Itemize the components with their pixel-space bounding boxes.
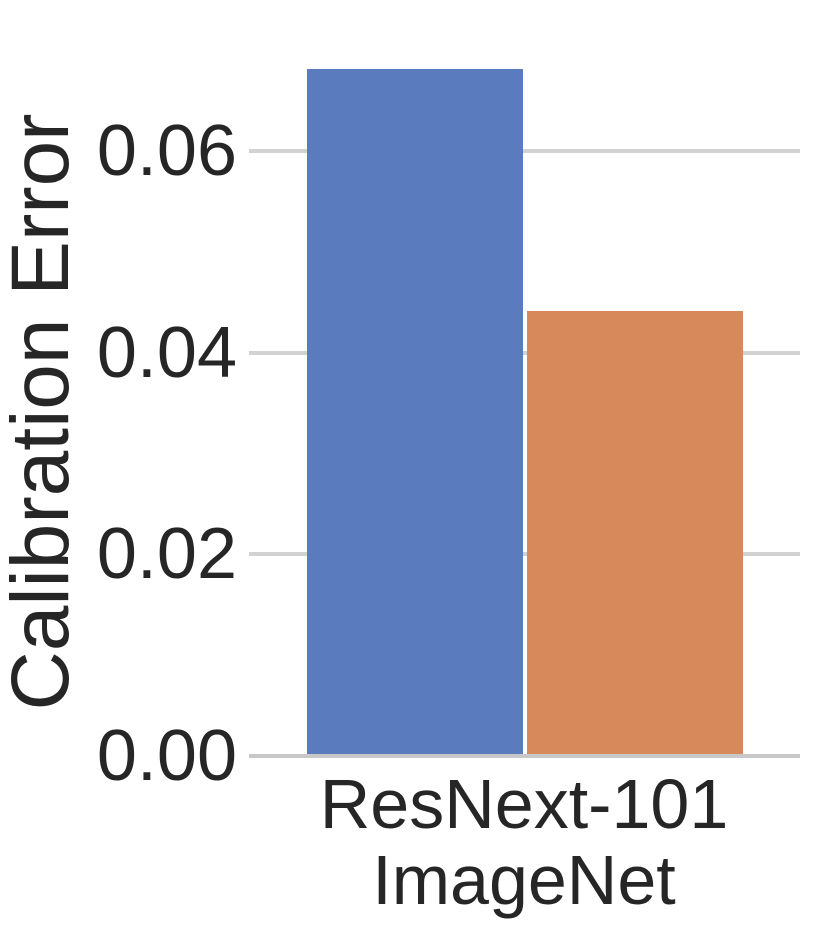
y-tick-label: 0.00 xyxy=(96,715,237,796)
bar-series-1 xyxy=(306,68,523,754)
x-tick-line-2: ImageNet xyxy=(372,841,676,919)
x-axis-line xyxy=(249,753,800,758)
y-tick-label: 0.02 xyxy=(96,514,237,594)
bar-series-2 xyxy=(526,310,743,754)
plot-area xyxy=(249,0,800,758)
gridline xyxy=(249,552,800,556)
gridline xyxy=(249,350,800,355)
gridline xyxy=(249,149,800,153)
y-tick-label: 0.06 xyxy=(96,111,237,191)
y-axis-tick-labels: 0.00 0.02 0.04 0.06 xyxy=(0,0,237,800)
x-axis-tick-label: ResNext-101 ImageNet xyxy=(320,766,729,918)
y-tick-label: 0.04 xyxy=(96,312,237,393)
x-tick-line-1: ResNext-101 xyxy=(319,765,729,843)
